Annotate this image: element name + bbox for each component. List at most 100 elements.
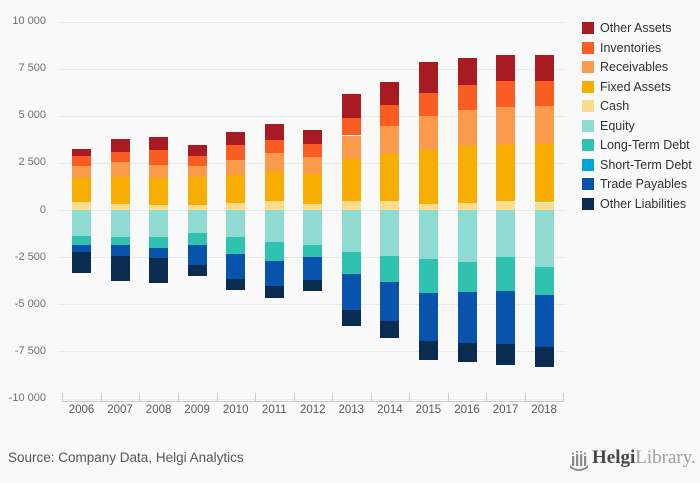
bar-segment-trade-payables[interactable] <box>341 274 361 310</box>
bar-segment-inventories[interactable] <box>110 151 130 162</box>
bar-segment-other-assets[interactable] <box>264 124 284 141</box>
bar-segment-long-term-debt[interactable] <box>187 232 207 245</box>
bar-segment-receivables[interactable] <box>187 165 207 177</box>
bar-segment-other-liabilities[interactable] <box>72 252 91 274</box>
bar-segment-other-assets[interactable] <box>149 137 169 150</box>
bar-segment-inventories[interactable] <box>380 105 400 127</box>
bar-segment-receivables[interactable] <box>534 106 554 144</box>
bar-segment-trade-payables[interactable] <box>496 291 515 344</box>
bar-segment-trade-payables[interactable] <box>457 292 477 343</box>
bar-segment-equity[interactable] <box>187 210 207 233</box>
bar-segment-receivables[interactable] <box>341 135 361 160</box>
bar-segment-long-term-debt[interactable] <box>149 237 169 248</box>
bar-segment-fixed-assets[interactable] <box>418 149 438 205</box>
bar-segment-inventories[interactable] <box>226 145 246 161</box>
bar-segment-equity[interactable] <box>380 210 400 257</box>
bar-segment-trade-payables[interactable] <box>226 254 246 279</box>
bar-segment-long-term-debt[interactable] <box>534 266 554 295</box>
bar-segment-inventories[interactable] <box>303 144 323 158</box>
bar-segment-receivables[interactable] <box>418 115 438 150</box>
bar-segment-cash[interactable] <box>187 205 207 210</box>
bar-segment-cash[interactable] <box>72 201 91 210</box>
bar-segment-fixed-assets[interactable] <box>496 145 515 201</box>
bar-segment-other-liabilities[interactable] <box>149 258 169 284</box>
bar-segment-equity[interactable] <box>534 210 554 267</box>
bar-segment-other-assets[interactable] <box>457 58 477 85</box>
bar-segment-inventories[interactable] <box>418 93 438 116</box>
bar-segment-cash[interactable] <box>303 204 323 210</box>
bar-segment-receivables[interactable] <box>110 161 130 177</box>
bar-segment-other-assets[interactable] <box>303 129 323 144</box>
bar-segment-long-term-debt[interactable] <box>341 252 361 275</box>
bar-segment-equity[interactable] <box>496 210 515 258</box>
bar-segment-equity[interactable] <box>264 210 284 242</box>
bar-segment-other-assets[interactable] <box>226 131 246 145</box>
bar-segment-receivables[interactable] <box>457 110 477 146</box>
bar-segment-receivables[interactable] <box>264 152 284 172</box>
bar-segment-receivables[interactable] <box>226 160 246 176</box>
bar-segment-trade-payables[interactable] <box>418 292 438 341</box>
bar-segment-trade-payables[interactable] <box>264 260 284 287</box>
bar-segment-cash[interactable] <box>110 204 130 210</box>
bar-segment-receivables[interactable] <box>149 164 169 178</box>
bar-segment-inventories[interactable] <box>72 156 91 166</box>
bar-segment-cash[interactable] <box>418 204 438 210</box>
bar-segment-long-term-debt[interactable] <box>380 256 400 282</box>
bar-segment-fixed-assets[interactable] <box>187 177 207 206</box>
bar-segment-other-assets[interactable] <box>72 148 91 157</box>
bar-segment-receivables[interactable] <box>72 165 91 178</box>
bar-segment-cash[interactable] <box>380 200 400 210</box>
bar-segment-trade-payables[interactable] <box>380 281 400 322</box>
bar-segment-receivables[interactable] <box>496 107 515 145</box>
bar-segment-cash[interactable] <box>149 205 169 210</box>
bar-segment-other-liabilities[interactable] <box>496 343 515 366</box>
bar-segment-cash[interactable] <box>457 203 477 210</box>
bar-segment-equity[interactable] <box>149 210 169 238</box>
bar-segment-inventories[interactable] <box>187 156 207 166</box>
bar-segment-fixed-assets[interactable] <box>149 178 169 206</box>
bar-segment-trade-payables[interactable] <box>303 257 323 280</box>
bar-segment-trade-payables[interactable] <box>110 244 130 257</box>
bar-segment-other-liabilities[interactable] <box>303 279 323 291</box>
bar-segment-other-assets[interactable] <box>341 94 361 118</box>
bar-segment-other-liabilities[interactable] <box>534 346 554 368</box>
bar-segment-fixed-assets[interactable] <box>303 174 323 205</box>
bar-segment-receivables[interactable] <box>380 126 400 155</box>
bar-segment-fixed-assets[interactable] <box>534 144 554 203</box>
bar-segment-trade-payables[interactable] <box>534 294 554 347</box>
bar-segment-long-term-debt[interactable] <box>303 244 323 258</box>
bar-segment-long-term-debt[interactable] <box>418 259 438 293</box>
bar-segment-cash[interactable] <box>534 202 554 210</box>
bar-segment-inventories[interactable] <box>264 140 284 153</box>
bar-segment-fixed-assets[interactable] <box>110 177 130 205</box>
bar-segment-equity[interactable] <box>72 210 91 237</box>
bar-segment-other-liabilities[interactable] <box>418 341 438 360</box>
bar-segment-other-assets[interactable] <box>187 145 207 157</box>
bar-segment-other-liabilities[interactable] <box>110 256 130 281</box>
bar-segment-receivables[interactable] <box>303 157 323 175</box>
bar-segment-equity[interactable] <box>226 210 246 238</box>
bar-segment-equity[interactable] <box>457 210 477 262</box>
bar-segment-other-assets[interactable] <box>534 54 554 81</box>
bar-segment-long-term-debt[interactable] <box>264 242 284 261</box>
bar-segment-equity[interactable] <box>418 210 438 259</box>
bar-segment-cash[interactable] <box>264 200 284 210</box>
bar-segment-fixed-assets[interactable] <box>226 175 246 204</box>
bar-segment-trade-payables[interactable] <box>72 244 91 253</box>
bar-segment-trade-payables[interactable] <box>187 244 207 265</box>
bar-segment-fixed-assets[interactable] <box>72 178 91 202</box>
bar-segment-cash[interactable] <box>226 203 246 210</box>
bar-segment-other-assets[interactable] <box>110 139 130 152</box>
bar-segment-fixed-assets[interactable] <box>264 171 284 201</box>
bar-segment-inventories[interactable] <box>457 84 477 110</box>
bar-segment-other-liabilities[interactable] <box>341 309 361 326</box>
bar-segment-equity[interactable] <box>110 210 130 238</box>
bar-segment-other-liabilities[interactable] <box>264 286 284 298</box>
bar-segment-other-liabilities[interactable] <box>380 321 400 339</box>
bar-segment-long-term-debt[interactable] <box>110 237 130 245</box>
bar-segment-other-liabilities[interactable] <box>226 278 246 291</box>
bar-segment-equity[interactable] <box>303 210 323 245</box>
bar-segment-equity[interactable] <box>341 210 361 253</box>
bar-segment-other-assets[interactable] <box>418 62 438 94</box>
bar-segment-cash[interactable] <box>496 200 515 210</box>
